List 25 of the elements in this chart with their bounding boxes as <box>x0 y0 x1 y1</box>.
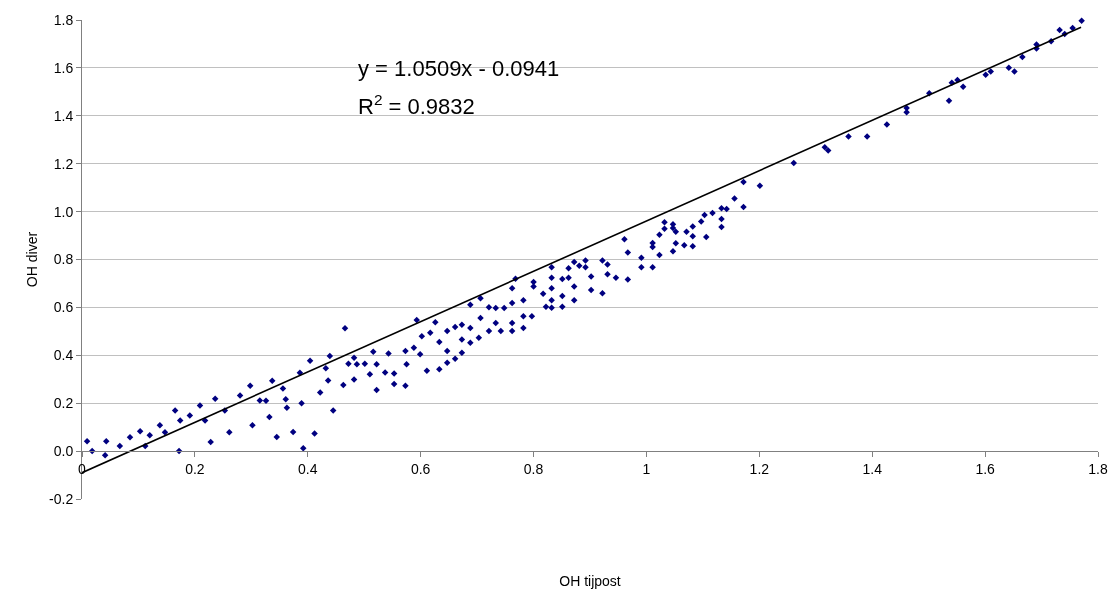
y-tick-label: 1.6 <box>53 59 74 76</box>
x-tick-label: 0 <box>78 460 87 477</box>
y-tick-label: 1.2 <box>53 155 74 172</box>
x-tick-label: 0.4 <box>298 460 318 477</box>
y-tick-label: 1.8 <box>53 11 74 28</box>
x-tick-label: 0.8 <box>523 460 544 477</box>
y-axis-title: OH diver <box>23 231 40 288</box>
y-tick-label: 0.0 <box>53 443 74 459</box>
y-tick-label: 0.2 <box>53 395 74 412</box>
x-tick-label: 1 <box>642 460 651 477</box>
y-tick-label: 1.4 <box>53 107 74 124</box>
annotation: R$^{2}$ = 0.9832 <box>358 91 475 120</box>
x-tick-label: 1.6 <box>975 460 996 477</box>
y-tick-label: -0.2 <box>49 490 74 507</box>
x-tick-label: 0.6 <box>410 460 431 477</box>
x-tick-label: 1.2 <box>749 460 770 477</box>
y-tick-label: 0.6 <box>53 299 74 316</box>
annotation: y = 1.0509x - 0.0941 <box>358 56 560 81</box>
x-axis-title: OH tijpost <box>559 573 621 590</box>
x-tick-label: 1.8 <box>1088 460 1108 477</box>
x-tick-label: 0.2 <box>185 460 205 477</box>
y-tick-label: 0.8 <box>53 251 74 268</box>
y-tick-label: 0.4 <box>53 347 74 364</box>
x-tick-label: 1.4 <box>862 460 883 477</box>
y-tick-label: 1.0 <box>53 203 74 220</box>
